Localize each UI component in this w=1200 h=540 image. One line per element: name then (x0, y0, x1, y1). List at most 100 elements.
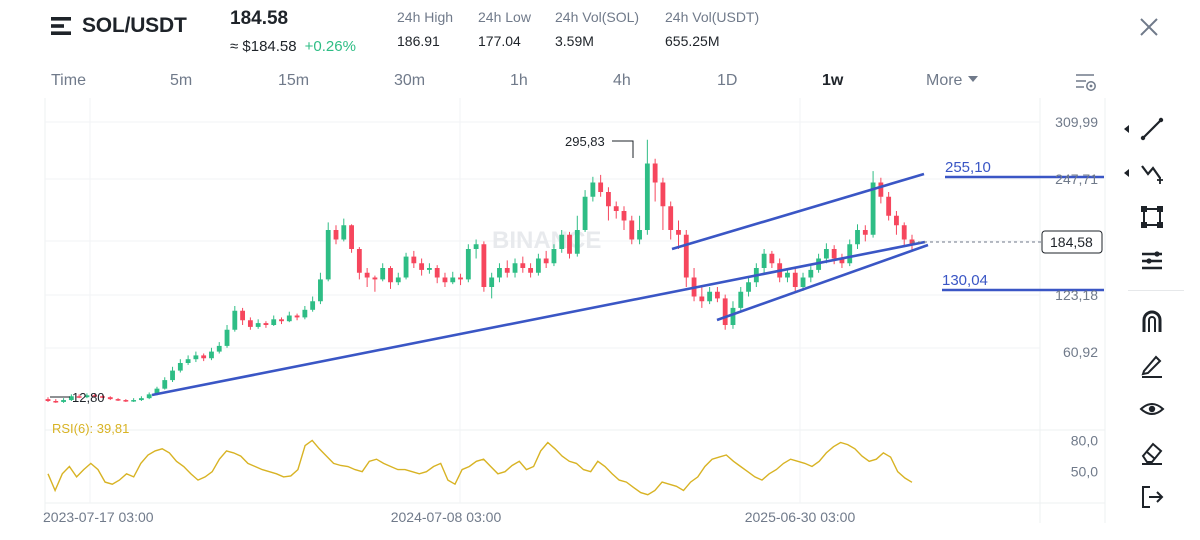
approx-price: ≈ $184.58 (230, 38, 297, 55)
candle-body (138, 398, 144, 401)
candle-body (302, 309, 308, 318)
pair-selector[interactable]: SOL/USDT (50, 14, 187, 38)
candle-body (434, 268, 440, 278)
shape-tool[interactable] (1134, 202, 1170, 232)
candle-body (551, 249, 557, 264)
candle (333, 225, 339, 245)
candle-body (271, 319, 277, 325)
candle (224, 325, 230, 348)
candle (458, 273, 463, 286)
candle-body (543, 258, 549, 264)
candle (450, 271, 456, 285)
tab-1d[interactable]: 1D (717, 72, 738, 89)
candle (606, 187, 611, 221)
candle (769, 250, 775, 268)
candle-body (403, 256, 409, 278)
candle (598, 174, 604, 197)
magnet-tool[interactable] (1134, 306, 1170, 336)
tab-15m[interactable]: 15m (278, 72, 310, 89)
candle (629, 215, 635, 245)
candle (53, 399, 59, 403)
tab-1w[interactable]: 1w (822, 72, 844, 89)
low-label: 12,80 (72, 390, 105, 405)
candle (185, 355, 191, 365)
eraser-tool[interactable] (1134, 438, 1170, 468)
candle-body (364, 272, 370, 278)
close-icon[interactable] (1138, 16, 1160, 38)
candle-body (380, 268, 386, 280)
candle-body (426, 268, 432, 270)
interval-tabs: Time 5m 15m 30m 1h 4h 1D 1w More (0, 70, 1110, 94)
candle-body (115, 399, 121, 401)
chart-settings-icon[interactable] (1074, 72, 1098, 92)
candle-body (146, 394, 152, 399)
candle (909, 234, 915, 251)
visibility-tool[interactable] (1134, 394, 1170, 424)
draw-tool[interactable] (1134, 350, 1170, 380)
current-price-label: 184,58 (1050, 234, 1093, 250)
candle (170, 366, 175, 382)
candle (512, 258, 518, 278)
high-pointer (612, 140, 634, 158)
candle (738, 287, 744, 311)
trendline-tool[interactable] (1134, 114, 1170, 144)
candle-body (606, 192, 611, 207)
stat-label: 24h High (397, 9, 454, 25)
candle-body (497, 268, 502, 278)
candle (403, 252, 409, 280)
tab-4h[interactable]: 4h (613, 72, 631, 89)
candle-body (613, 206, 619, 211)
candle-body (676, 230, 681, 235)
candle (426, 263, 432, 274)
candle-body (162, 380, 168, 389)
indicator-tool[interactable] (1134, 246, 1170, 276)
candle (637, 215, 642, 245)
candle-body (395, 277, 401, 283)
rsi-axis-label: 80,0 (1071, 432, 1098, 448)
candle (318, 272, 323, 305)
candle (349, 224, 354, 253)
candle (232, 306, 238, 332)
chart-area[interactable]: BINANCE 255,10 130,04 295,83 12,80 184,58 30… (0, 98, 1110, 530)
fib-tool[interactable] (1134, 158, 1170, 188)
candle (722, 294, 728, 330)
candle-body (458, 277, 463, 280)
candle-body (707, 291, 713, 302)
candle-body (567, 234, 572, 254)
candle-body (294, 315, 300, 318)
candle (325, 222, 331, 282)
candle (434, 265, 440, 284)
tab-5m[interactable]: 5m (170, 72, 193, 89)
tab-30m[interactable]: 30m (394, 72, 426, 89)
candle (76, 394, 82, 399)
time-axis-label: 2023-07-17 03:00 (43, 509, 154, 525)
exit-tool[interactable] (1134, 482, 1170, 512)
candle (388, 266, 393, 289)
tab-more[interactable]: More (926, 72, 978, 90)
candle-body (356, 249, 362, 273)
candle (714, 287, 720, 303)
candle-body (714, 291, 720, 299)
price-level-label: 130,04 (942, 272, 988, 289)
candle-body (372, 277, 378, 280)
tab-1h[interactable]: 1h (510, 72, 528, 89)
candle (652, 158, 658, 202)
candle (177, 359, 183, 373)
exit-icon (1142, 486, 1164, 508)
candle (247, 317, 253, 330)
candle-body (535, 258, 541, 273)
candle (61, 398, 66, 403)
rectangle-shape-icon (1141, 206, 1163, 228)
candle (823, 243, 829, 264)
candle (699, 287, 705, 308)
candle (613, 201, 619, 219)
watermark: BINANCE (492, 227, 601, 254)
tab-time[interactable]: Time (51, 72, 86, 89)
high-label: 295,83 (565, 134, 605, 149)
candle-body (209, 351, 214, 359)
pair-name: SOL/USDT (82, 14, 187, 37)
candle-body (520, 263, 526, 268)
candle-body (512, 263, 518, 273)
candle (162, 377, 168, 390)
candle-body (652, 163, 658, 183)
